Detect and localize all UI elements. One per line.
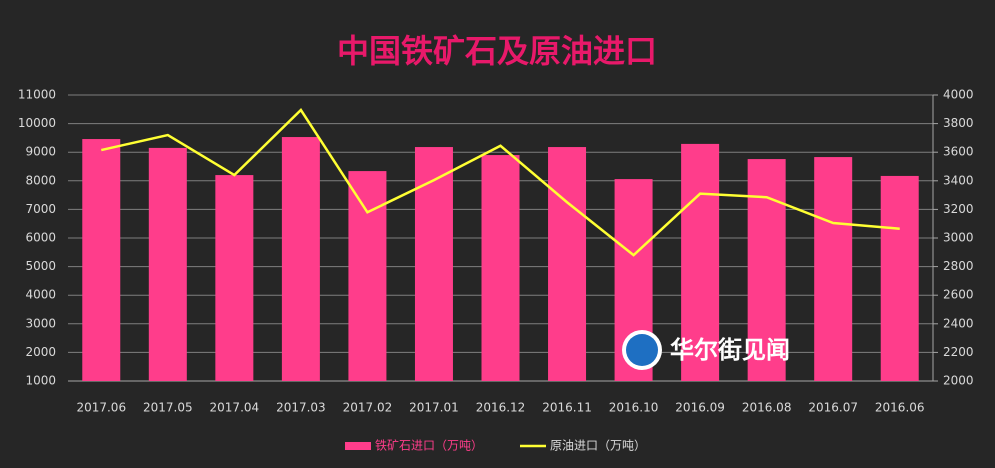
bar [348,171,387,381]
line [100,108,900,257]
y-tick-label: 5000 [25,259,56,273]
bar [82,139,121,381]
y2-tick-label: 2000 [943,374,974,388]
bar [681,143,720,381]
y2-tick-label: 3400 [943,173,974,187]
bar [215,175,254,381]
x-tick-label: 2016.07 [808,401,858,415]
bar [880,175,919,381]
x-tick-label: 2017.05 [143,401,193,415]
y-tick-label: 10000 [18,116,56,130]
y-tick-label: 9000 [25,145,56,159]
y-tick-label: 6000 [25,231,56,245]
y2-tick-label: 3000 [943,231,974,245]
y-tick-label: 7000 [25,202,56,216]
y2-tick-label: 2400 [943,316,974,330]
x-tick-label: 2016.10 [609,401,659,415]
x-tick-label: 2017.06 [76,401,126,415]
chart-title: 中国铁矿石及原油进口 [337,32,657,70]
x-tick-label: 2016.08 [742,401,792,415]
x-tick-label: 2017.04 [210,401,260,415]
legend-label: 铁矿石进口（万吨） [375,439,483,453]
bar [548,147,587,381]
y2-tick-label: 3800 [943,116,974,130]
x-tick-label: 2017.01 [409,401,459,415]
y2-tick-label: 2200 [943,345,974,359]
y-tick-label: 1000 [25,374,56,388]
bar [148,147,187,381]
legend-label: 原油进口（万吨） [550,439,646,453]
y-tick-label: 3000 [25,316,56,330]
bar [481,155,520,381]
x-tick-label: 2017.02 [343,401,393,415]
y-tick-label: 11000 [18,88,56,102]
bar [814,157,853,381]
bar [281,137,320,381]
x-tick-label: 2016.12 [476,401,526,415]
x-tick-label: 2016.06 [875,401,925,415]
y-tick-label: 4000 [25,288,56,302]
y2-tick-label: 3200 [943,202,974,216]
x-tick-label: 2016.11 [542,401,592,415]
x-tick-label: 2017.03 [276,401,326,415]
watermark: 华尔街见闻 [622,330,790,370]
y-tick-label: 2000 [25,345,56,359]
y2-tick-label: 2600 [943,288,974,302]
bar [414,147,453,381]
watermark-text: 华尔街见闻 [670,336,790,364]
y-tick-label: 8000 [25,173,56,187]
y2-tick-label: 3600 [943,145,974,159]
y2-tick-label: 2800 [943,259,974,273]
y2-tick-label: 4000 [943,88,974,102]
x-tick-label: 2016.09 [675,401,725,415]
legend-swatch [345,442,371,450]
watermark-logo-inner [626,334,658,366]
